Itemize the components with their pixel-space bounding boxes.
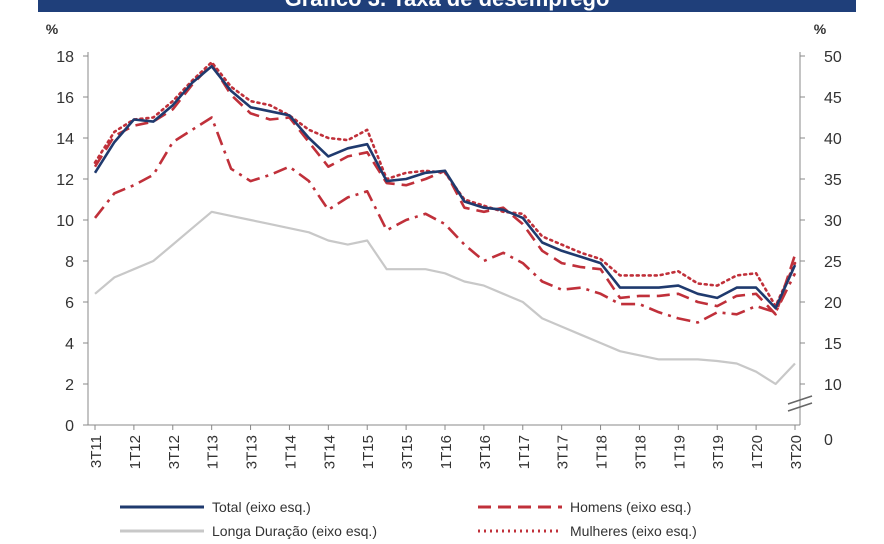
- left-tick-label: 0: [65, 418, 74, 435]
- right-tick-label: 40: [824, 131, 842, 148]
- right-tick-label: 35: [824, 172, 842, 189]
- x-tick-label: 3T16: [477, 435, 494, 469]
- axis-break-mark: [787, 402, 813, 412]
- legend-label: Homens (eixo esq.): [570, 499, 691, 515]
- right-tick-label: 0: [824, 432, 833, 449]
- x-tick-label: 1T18: [594, 435, 611, 469]
- x-tick-label: 3T17: [555, 435, 572, 469]
- x-tick-label: 3T11: [88, 435, 105, 468]
- x-tick-label: 3T15: [399, 435, 416, 469]
- x-tick-label: 3T20: [788, 435, 805, 469]
- right-tick-label: 30: [824, 213, 842, 230]
- right-tick-label: 15: [824, 336, 842, 353]
- series-line-mulheres: [93, 60, 797, 308]
- left-tick-label: 10: [56, 213, 74, 230]
- x-tick-label: 1T20: [749, 435, 766, 469]
- x-tick-label: 1T19: [671, 435, 688, 469]
- left-tick-label: 18: [56, 49, 74, 66]
- legend-label: Mulheres (eixo esq.): [570, 523, 697, 539]
- left-axis-unit: %: [46, 21, 59, 37]
- series-line-longa: [94, 210, 796, 386]
- x-tick-label: 1T16: [438, 435, 455, 469]
- right-tick-label: 20: [824, 295, 842, 312]
- chart-title-bar: Gráfico 3. Taxa de desemprego: [38, 0, 856, 12]
- series-line-unlabeled: [93, 116, 797, 324]
- x-tick-label: 1T13: [205, 435, 222, 469]
- x-tick-label: 1T12: [127, 435, 144, 469]
- left-tick-label: 6: [65, 295, 74, 312]
- x-tick-label: 3T14: [321, 435, 338, 469]
- x-tick-label: 3T12: [166, 435, 183, 469]
- x-tick-label: 3T18: [632, 435, 649, 469]
- right-tick-label: 25: [824, 254, 842, 271]
- x-tick-label: 1T15: [360, 435, 377, 469]
- right-tick-label: 45: [824, 90, 842, 107]
- legend-label: Longa Duração (eixo esq.): [212, 523, 377, 539]
- left-tick-label: 16: [56, 90, 74, 107]
- axis-break-mark: [787, 395, 813, 405]
- x-tick-label: 3T19: [710, 435, 727, 469]
- left-tick-label: 12: [56, 172, 74, 189]
- legend-label: Total (eixo esq.): [212, 499, 311, 515]
- chart-title: Gráfico 3. Taxa de desemprego: [38, 0, 856, 12]
- left-tick-label: 8: [65, 254, 74, 271]
- right-tick-label: 10: [824, 377, 842, 394]
- right-tick-label: 50: [824, 49, 842, 66]
- x-tick-label: 1T17: [516, 435, 533, 469]
- series-line-homens: [93, 62, 797, 316]
- left-tick-label: 2: [65, 377, 74, 394]
- right-axis-unit: %: [814, 21, 827, 37]
- left-tick-label: 4: [65, 336, 74, 353]
- left-tick-label: 14: [56, 131, 74, 148]
- x-tick-label: 3T13: [244, 435, 261, 469]
- x-tick-label: 1T14: [282, 435, 299, 469]
- series-line-total: [93, 65, 797, 310]
